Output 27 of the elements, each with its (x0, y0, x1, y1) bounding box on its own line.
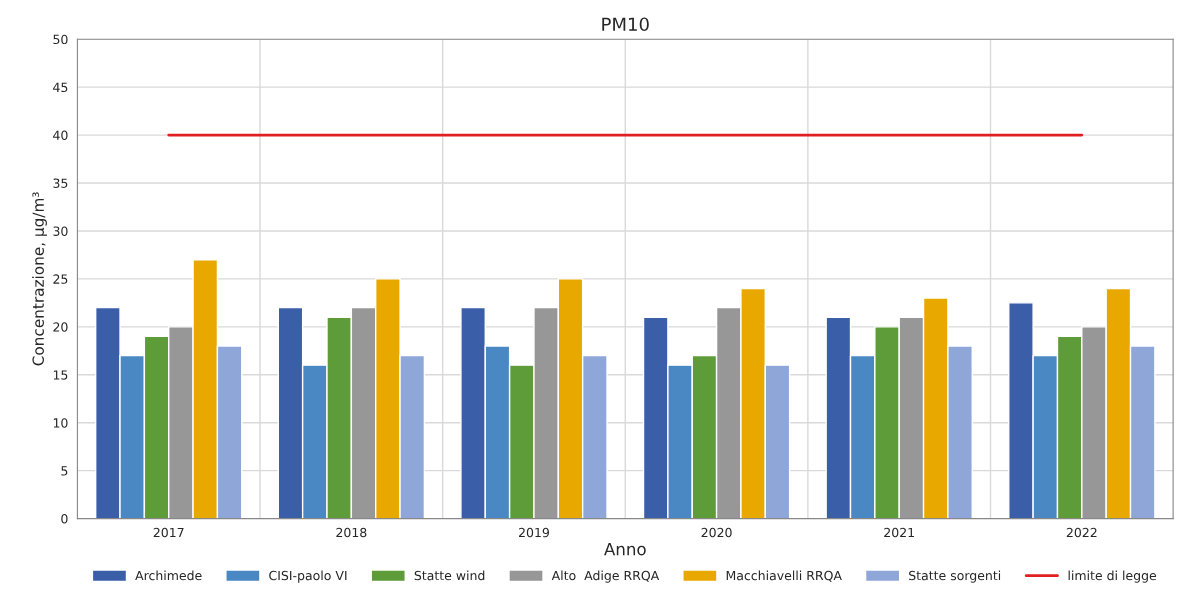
legend-label: Archimede (135, 570, 202, 581)
x-tick-label: 2018 (336, 527, 367, 538)
y-tick-label: 5 (61, 466, 68, 476)
y-tick-label: 0 (61, 514, 68, 524)
x-axis-title: Anno (604, 543, 646, 556)
y-tick-label: 15 (53, 370, 68, 380)
legend-label: CISI-paolo VI (269, 570, 347, 583)
x-tick-label: 2021 (884, 527, 914, 538)
legend-label: Alto Adige RRQA (551, 570, 660, 583)
legend-label: Statte sorgenti (909, 570, 1001, 583)
legend-label: limite di legge (1068, 570, 1157, 583)
chart-title: PM10 (602, 17, 649, 32)
x-tick-label: 2019 (518, 527, 549, 538)
legend-label: Macchiavelli RRQA (726, 570, 842, 582)
x-tick-label: 2020 (701, 527, 732, 538)
x-tick-label: 2022 (1066, 527, 1097, 538)
y-tick-label: 10 (53, 418, 68, 428)
y-tick-label: 35 (53, 178, 68, 188)
y-tick-label: 30 (53, 226, 68, 236)
y-axis-title: Concentrazione, µg/m³ (32, 192, 47, 366)
y-tick-label: 20 (53, 322, 68, 332)
y-tick-label: 45 (53, 82, 68, 93)
y-tick-label: 50 (53, 34, 68, 45)
y-tick-label: 25 (53, 274, 68, 284)
x-tick-label: 2017 (153, 527, 184, 538)
legend-label: Statte wind (414, 570, 485, 581)
y-tick-label: 40 (53, 130, 68, 140)
